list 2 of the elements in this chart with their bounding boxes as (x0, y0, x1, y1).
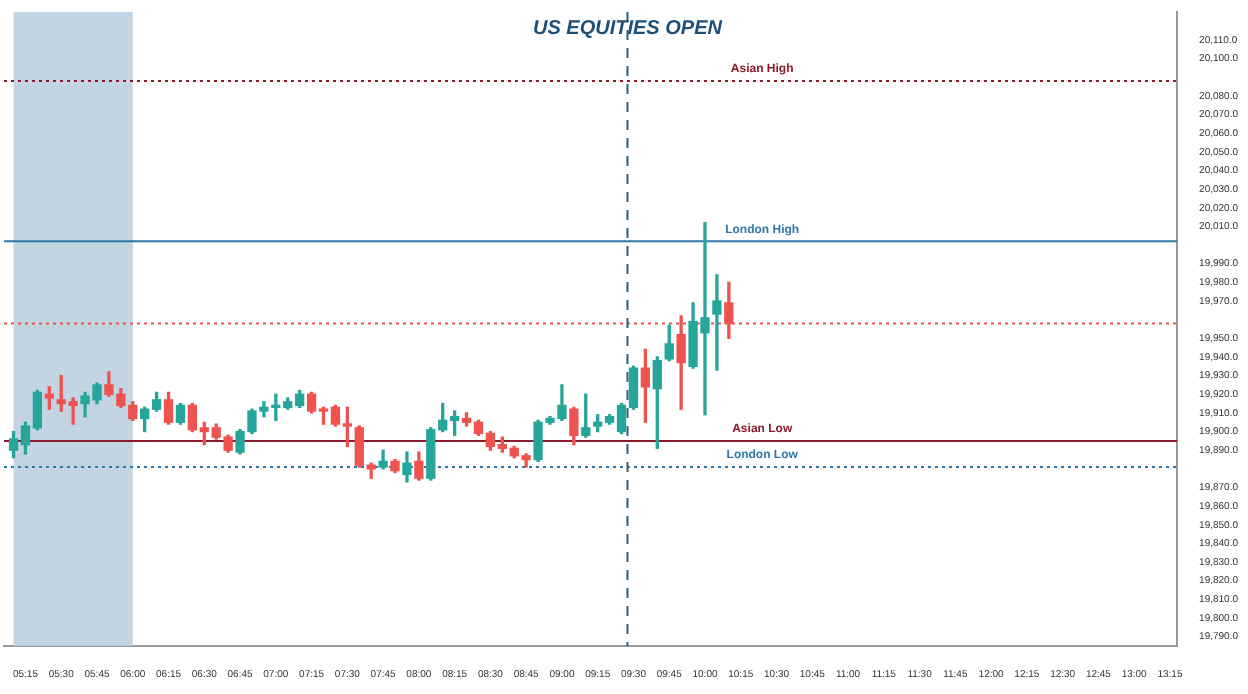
chart-title: US EQUITIES OPEN (533, 17, 724, 40)
candlestick (712, 274, 722, 371)
